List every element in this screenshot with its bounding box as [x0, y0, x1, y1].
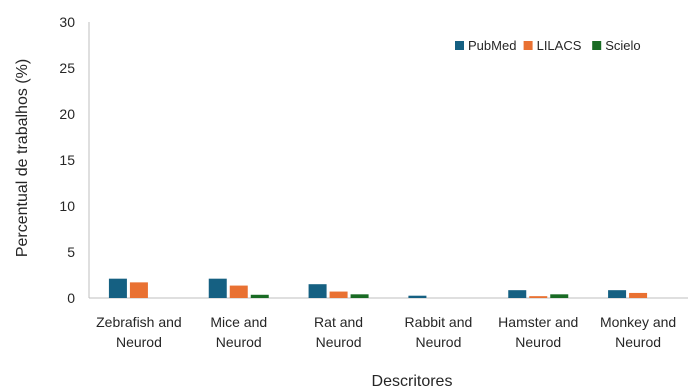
bar-lilacs-1 — [229, 285, 248, 298]
bar-lilacs-5 — [629, 292, 648, 298]
y-tick-label: 5 — [67, 244, 75, 260]
bar-pubmed-1 — [208, 278, 227, 298]
bar-scielo-1 — [250, 294, 269, 298]
bar-group — [108, 278, 648, 298]
bar-lilacs-0 — [129, 282, 148, 298]
bar-lilacs-4 — [529, 296, 548, 298]
bar-pubmed-4 — [508, 290, 527, 298]
x-category-label: Neurod — [615, 334, 661, 350]
x-category-label: Monkey and — [600, 314, 676, 330]
x-category-label: Neurod — [515, 334, 561, 350]
bar-scielo-4 — [550, 294, 569, 298]
y-tick-label: 15 — [59, 152, 75, 168]
x-category-label: Neurod — [116, 334, 162, 350]
y-axis-title: Percentual de trabalhos (%) — [14, 59, 31, 257]
bar-pubmed-0 — [108, 278, 127, 298]
x-category-label: Hamster and — [498, 314, 578, 330]
x-category-label: Neurod — [415, 334, 461, 350]
x-category-label: Rabbit and — [405, 314, 473, 330]
x-axis-title: Descritores — [372, 373, 453, 390]
x-axis-category-labels: Zebrafish and Neurod Mice and Neurod Rat and… — [96, 314, 676, 350]
legend: PubMed LILACS Scielo — [455, 38, 641, 53]
legend-swatch-pubmed — [455, 41, 464, 50]
legend-label-pubmed: PubMed — [468, 38, 516, 53]
x-category-label: Mice and — [210, 314, 267, 330]
legend-label-scielo: Scielo — [605, 38, 640, 53]
legend-swatch-scielo — [592, 41, 602, 50]
bar-pubmed-2 — [308, 284, 327, 298]
y-tick-label: 0 — [67, 290, 75, 306]
bar-scielo-2 — [350, 294, 369, 298]
x-category-label: Rat and — [314, 314, 363, 330]
y-tick-label: 10 — [59, 198, 75, 214]
y-tick-label: 25 — [59, 60, 75, 76]
bar-pubmed-5 — [608, 290, 627, 298]
x-category-label: Zebrafish and — [96, 314, 182, 330]
bar-pubmed-3 — [408, 295, 427, 298]
y-tick-label: 20 — [59, 106, 75, 122]
bar-lilacs-2 — [329, 291, 348, 298]
legend-label-lilacs: LILACS — [537, 38, 582, 53]
y-axis-ticks: 0 5 10 15 20 25 30 — [59, 14, 75, 306]
y-tick-label: 30 — [59, 14, 75, 30]
x-category-label: Neurod — [216, 334, 262, 350]
legend-swatch-lilacs — [523, 41, 533, 50]
x-category-label: Neurod — [316, 334, 362, 350]
